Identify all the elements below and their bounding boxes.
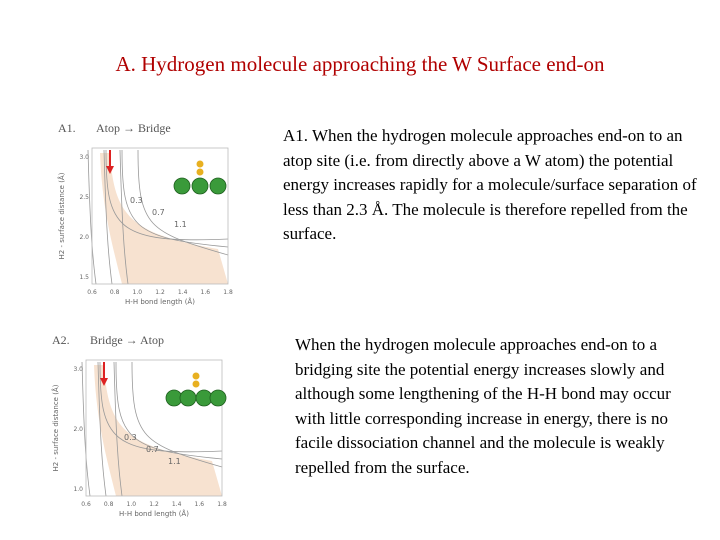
y-tick-label: 2.0: [73, 426, 83, 433]
contour-line: [87, 149, 229, 285]
plot-frame: [91, 147, 229, 285]
h-atom: [192, 372, 200, 380]
x-tick-label: 0.8: [104, 501, 114, 508]
contour-line: [97, 361, 223, 497]
arrow-head: [100, 378, 108, 386]
y-tick-label: 3.0: [73, 366, 83, 373]
contour-label: 1.1: [174, 220, 187, 229]
valley: [100, 153, 228, 284]
surface-atom: [209, 389, 227, 407]
arrow-head: [106, 166, 114, 174]
contour-label: 0.7: [152, 208, 165, 217]
x-tick-label: 0.6: [87, 289, 97, 296]
x-axis-label: H-H bond length (Å): [119, 509, 189, 518]
contour-figure: A2. Bridge → Atop 0.3 0.7 1.1 3.0 2.0 1.0 0.6 0.8…: [51, 333, 227, 518]
surface-atom: [173, 177, 191, 195]
panel-caption: Bridge → Atop: [90, 333, 164, 347]
y-tick-label: 2.5: [79, 194, 89, 201]
y-tick-label: 1.0: [73, 486, 83, 493]
x-tick-label: 1.6: [195, 501, 205, 508]
x-tick-label: 1.2: [149, 501, 159, 508]
y-tick-label: 3.0: [79, 154, 89, 161]
contour-label: 0.7: [146, 445, 159, 454]
x-tick-label: 1.8: [217, 501, 227, 508]
contour-label: 0.3: [130, 196, 143, 205]
surface-atom: [209, 177, 227, 195]
x-tick-label: 1.0: [127, 501, 137, 508]
x-tick-label: 1.2: [155, 289, 165, 296]
y-tick-label: 1.5: [79, 274, 89, 281]
contour-line: [113, 361, 223, 497]
plot-frame: [85, 359, 223, 497]
valley: [94, 365, 222, 496]
panel-caption: Atop → Bridge: [96, 121, 171, 135]
contour-line: [81, 361, 223, 497]
contour-label: 0.3: [124, 433, 137, 442]
contour-line: [103, 149, 229, 285]
surface-atom: [179, 389, 197, 407]
h-atom: [196, 168, 204, 176]
x-tick-label: 1.6: [201, 289, 211, 296]
x-tick-label: 1.0: [133, 289, 143, 296]
paragraph: When the hydrogen molecule approaches en…: [295, 335, 671, 477]
x-tick-label: 0.6: [81, 501, 91, 508]
paragraph: A1. When the hydrogen molecule approache…: [283, 126, 697, 243]
panel-label: A1.: [58, 121, 76, 135]
y-axis-label: H2 - surface distance (Å): [57, 172, 66, 259]
contour-line: [119, 149, 229, 285]
x-tick-label: 1.8: [223, 289, 233, 296]
contour-label: 1.1: [168, 457, 181, 466]
y-axis-label: H2 - surface distance (Å): [51, 384, 60, 471]
h-atom: [196, 160, 204, 168]
slide-title: A. Hydrogen molecule approaching the W S…: [115, 52, 605, 76]
x-tick-label: 1.4: [172, 501, 182, 508]
h-atom: [192, 380, 200, 388]
x-tick-label: 0.8: [110, 289, 120, 296]
panel-label: A2.: [52, 333, 70, 347]
contour-figure: A1. Atop → Bridge 0.3 0.7 1.1 3.0 2.5 2.0 1.5 0.6…: [57, 121, 233, 306]
x-axis-label: H-H bond length (Å): [125, 297, 195, 306]
x-tick-label: 1.4: [178, 289, 188, 296]
surface-atom: [191, 177, 209, 195]
y-tick-label: 2.0: [79, 234, 89, 241]
